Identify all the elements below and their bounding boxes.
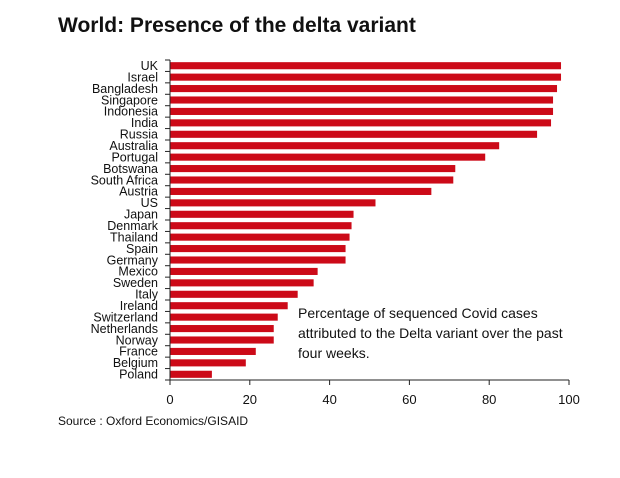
bar-thailand [170,233,350,241]
x-axis-ticks: 0 20 40 60 80 100 [166,380,580,407]
bar-austria [170,187,432,195]
category-label-india: India [131,116,158,130]
bar-belgium [170,359,246,367]
bar-russia [170,130,538,138]
category-label-thailand: Thailand [110,230,158,244]
bar-ireland [170,302,288,310]
category-label-spain: Spain [126,242,158,256]
category-labels: UKIsraelBangladeshSingaporeIndonesiaIndi… [91,59,159,382]
bar-france [170,347,256,355]
chart-annotation: Percentage of sequenced Covid cases attr… [298,305,563,361]
bar-india [170,119,552,127]
category-label-italy: Italy [135,288,159,302]
category-label-australia: Australia [109,139,158,153]
category-label-south-africa: South Africa [91,173,158,187]
x-tick-label-20: 20 [243,392,257,407]
category-label-us: US [141,196,158,210]
bar-japan [170,210,354,218]
bar-portugal [170,153,486,161]
bar-spain [170,245,346,253]
bar-australia [170,142,500,150]
category-label-botswana: Botswana [103,162,158,176]
category-label-singapore: Singapore [101,93,158,107]
x-tick-label-100: 100 [558,392,580,407]
bar-poland [170,370,212,378]
category-label-norway: Norway [116,333,159,347]
bar-sweden [170,279,314,287]
bar-mexico [170,267,318,275]
bar-germany [170,256,346,264]
category-label-poland: Poland [119,368,158,382]
category-label-ireland: Ireland [120,299,158,313]
category-label-russia: Russia [120,128,158,142]
category-label-france: France [119,345,158,359]
category-label-sweden: Sweden [113,276,158,290]
bar-netherlands [170,325,274,333]
x-tick-label-40: 40 [322,392,336,407]
bar-south-africa [170,176,454,184]
category-label-germany: Germany [107,253,159,267]
category-label-bangladesh: Bangladesh [92,82,158,96]
category-label-belgium: Belgium [113,356,158,370]
bar-indonesia [170,107,554,115]
bars [170,62,562,378]
bar-italy [170,290,298,298]
category-label-indonesia: Indonesia [104,105,158,119]
category-label-switzerland: Switzerland [93,310,158,324]
category-label-portugal: Portugal [111,150,158,164]
category-label-israel: Israel [127,70,158,84]
bar-bangladesh [170,85,558,93]
x-tick-label-60: 60 [402,392,416,407]
category-label-uk: UK [141,59,159,73]
category-label-mexico: Mexico [118,265,158,279]
category-label-denmark: Denmark [107,219,158,233]
chart-title: World: Presence of the delta variant [58,14,416,37]
x-tick-label-0: 0 [166,392,173,407]
bar-singapore [170,96,554,104]
bar-botswana [170,165,456,173]
bar-switzerland [170,313,278,321]
source-note: Source : Oxford Economics/GISAID [58,414,249,428]
bar-uk [170,62,562,70]
bar-israel [170,73,562,81]
category-label-netherlands: Netherlands [91,322,158,336]
x-tick-label-80: 80 [482,392,496,407]
bar-us [170,199,376,207]
bar-denmark [170,222,352,230]
axes [165,59,569,381]
bar-norway [170,336,274,344]
category-label-japan: Japan [124,208,158,222]
category-label-austria: Austria [119,185,158,199]
